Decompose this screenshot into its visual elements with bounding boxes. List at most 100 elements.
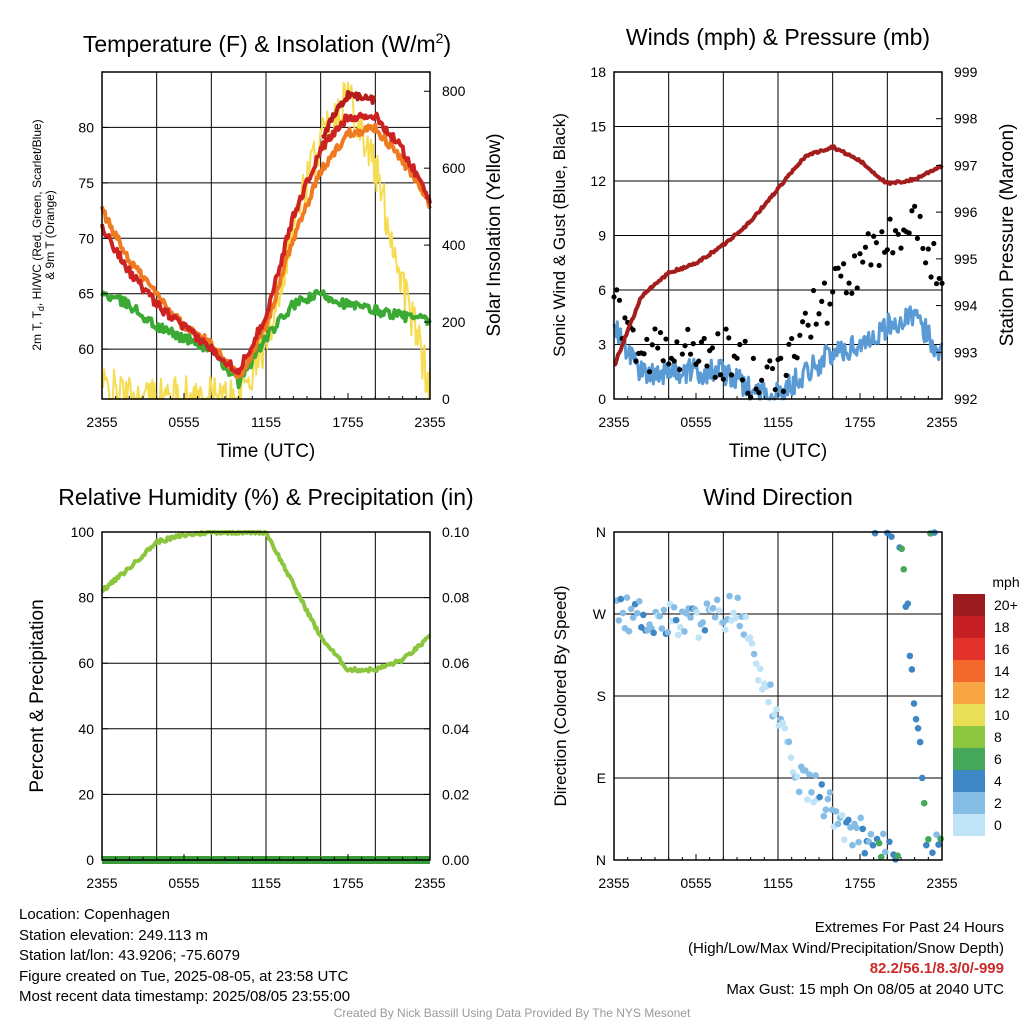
legend-swatch [953,748,985,770]
gust-point [813,321,819,327]
gust-point [865,231,871,237]
gust-point [923,260,929,266]
direction-point [894,852,901,860]
gust-point [786,341,792,347]
extremes-info: Extremes For Past 24 Hours (High/Low/Max… [688,918,1004,1000]
gust-point [827,301,833,307]
gust-point [830,289,836,295]
y-tick-label: 600 [442,160,466,176]
direction-point [752,660,760,668]
gust-point [646,369,653,375]
gust-point [884,247,890,253]
legend-label: 20+ [994,597,1018,613]
direction-point [812,772,819,779]
direction-point [900,565,908,573]
y-tick-label: 65 [78,286,94,302]
direction-point [818,781,826,788]
y-tick-label: 80 [78,590,94,606]
y-tick-label: N [596,852,606,868]
gust-point [633,358,639,364]
direction-point [785,738,793,746]
gust-point [764,364,770,370]
gust-point [895,231,901,237]
direction-point [877,853,885,861]
gust-point [753,386,759,392]
gust-point [797,332,803,338]
gust-point [835,265,841,271]
gust-point [906,230,912,236]
gust-point [737,341,743,348]
gust-point [616,297,623,303]
direction-point [623,594,631,601]
legend-label: 14 [994,663,1010,679]
gust-point [887,216,893,222]
y-tick-label: 0 [442,391,450,407]
gust-point [783,372,789,378]
y-tick-label: 75 [78,175,94,191]
legend-swatch [953,726,985,748]
direction-point [681,628,688,635]
gust-point [841,261,847,267]
legend-label: 10 [994,707,1010,723]
temp-2m-line [100,111,432,376]
y-tick-label: 0.02 [442,786,469,802]
y-tick-label: 0.06 [442,655,469,671]
gust-point [928,274,934,280]
gust-point [778,355,784,361]
temperature-x-ticks: 2355 0555 1155 1755 2355 [86,393,446,430]
direction-point [867,830,875,838]
y-tick-label: 992 [954,391,978,407]
direction-point [912,715,920,723]
gust-point [800,319,806,325]
direction-point [703,600,711,607]
y-tick-label: 0 [598,391,606,407]
gust-point [914,235,921,241]
y-tick-label: W [593,606,607,622]
legend-swatch [953,792,985,814]
direction-point [617,595,625,603]
direction-point [674,631,682,639]
y-tick-label: 996 [954,204,978,220]
direction-point [676,623,684,631]
direction-point [802,767,809,774]
gust-point [726,335,732,341]
legend-label: 4 [994,773,1002,789]
gust-point [789,335,795,342]
x-tick-label: 2355 [598,414,629,430]
y-tick-label: 999 [954,64,978,80]
recent-data-text: Most recent data timestamp: 2025/08/05 2… [19,988,351,1005]
direction-point [656,612,664,620]
y-tick-label: 6 [598,282,606,298]
heat-index-line [321,89,376,140]
winds-title: Winds (mph) & Pressure (mb) [626,24,930,50]
direction-point [906,652,914,660]
gust-point [909,208,915,214]
direction-point [773,705,780,713]
gust-point [876,262,882,269]
direction-point [859,825,867,833]
created-text: Figure created on Tue, 2025-08-05, at 23… [19,967,349,985]
direction-grid [614,531,942,861]
gust-point [846,280,852,286]
y-tick-label: 70 [78,230,94,246]
direction-point [871,529,879,537]
gust-point [912,203,918,209]
direction-point [687,614,694,621]
direction-point [732,614,739,622]
extremes-subheading: (High/Low/Max Wind/Precipitation/Snow De… [688,939,1004,957]
gust-point [652,326,658,332]
direction-point [619,609,627,617]
x-tick-label: 2355 [414,414,445,430]
direction-point [781,724,789,732]
direction-point [726,592,733,600]
gust-point [805,322,811,328]
gust-point [671,358,677,364]
gust-point [712,374,718,380]
direction-point [740,631,748,638]
legend-swatch [953,594,985,616]
gust-point [644,336,650,342]
direction-point [834,820,842,828]
y-tick-label: 80 [78,119,94,135]
x-tick-label: 0555 [168,875,199,891]
gust-point [802,310,808,316]
